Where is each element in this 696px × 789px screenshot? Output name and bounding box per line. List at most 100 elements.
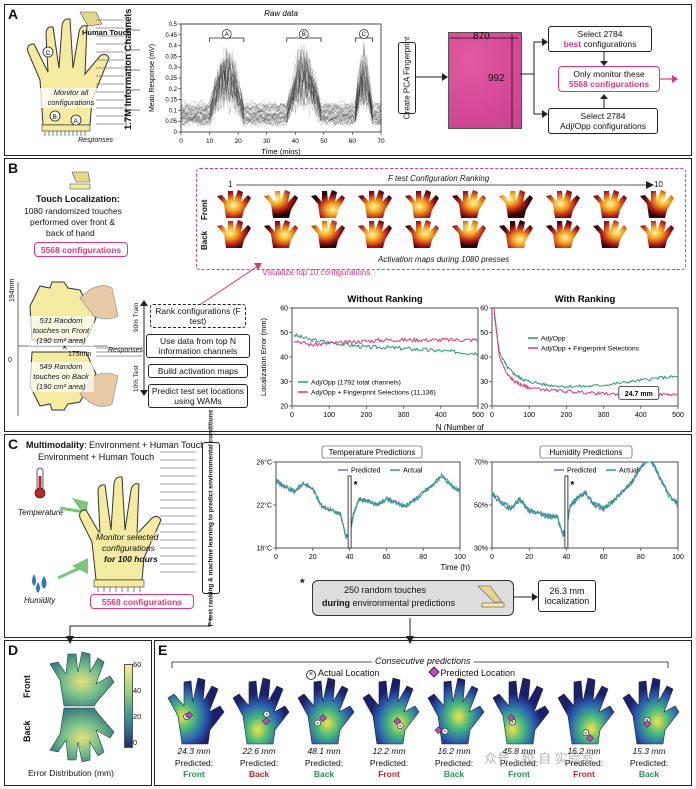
- hand-silhouette: [297, 677, 355, 745]
- panel-e: [154, 640, 692, 786]
- actual-location-cross: ×: [444, 729, 447, 735]
- raw-trace-40: [180, 53, 382, 117]
- panel-b-label: B: [8, 160, 19, 176]
- panel-c: [4, 434, 692, 638]
- rank-title: With Ranking: [555, 294, 616, 305]
- humidity-chart: 0 20 40 60 80 100 30% 50% 70% Humidity Prediction…: [474, 445, 684, 561]
- error-distribution-caption: Error Distribution (mm): [28, 768, 114, 778]
- hum-title: Humidity Predictions: [550, 448, 623, 457]
- visualize-label: Visualize top 10 configurations: [262, 268, 371, 277]
- raw-trace-43: [180, 58, 382, 126]
- noRank-ytick-label-0: 20: [280, 404, 288, 411]
- activation-back-9: [593, 220, 627, 248]
- prediction-error: 45.8 mm: [502, 746, 536, 756]
- humidity-icon: [32, 574, 47, 593]
- raw-trace-33: [180, 57, 382, 112]
- raw-trace-39: [180, 54, 382, 119]
- legend-predicted: Predicted Location: [428, 666, 515, 678]
- d-front-label: Front: [22, 675, 32, 698]
- panel-b: [4, 158, 692, 432]
- front-touch-label: 531 Random touches on Front (190 cm² are…: [28, 316, 94, 346]
- temp-xtick-label-60: 60: [383, 554, 391, 561]
- select-adj-line1: Select 2784: [580, 111, 626, 121]
- raw-trace-26: [180, 58, 382, 127]
- ml-label-text: F test ranking & machine learning to pre…: [207, 409, 215, 627]
- hum-xtick-label-80: 80: [637, 554, 645, 561]
- colorbar-tick-60: 60: [133, 660, 142, 669]
- raw-trace-29: [180, 59, 382, 119]
- prediction-side: Front: [573, 769, 595, 779]
- temp-xtick-label-80: 80: [419, 554, 427, 561]
- prediction-side: Front: [183, 769, 205, 779]
- touches-rest: environmental predictions: [350, 598, 456, 608]
- hum-ytick-label-0: 30%: [474, 546, 488, 553]
- raw-trace-31: [180, 44, 382, 112]
- actual-location-marker: ×: [263, 710, 271, 718]
- raw-ytick-label-0.45: 0.45: [165, 33, 177, 39]
- actual-location-circle: [441, 727, 449, 735]
- activation-map-6: [452, 190, 486, 248]
- rank-ytick-label-2: 40: [480, 355, 488, 362]
- with-ranking-chart: With Ranking 0 100 200 300 400 500 20 30 40 50 60 Ad…: [480, 294, 684, 419]
- raw-trace-11: [180, 57, 382, 113]
- prediction-label: Predicted:: [629, 758, 669, 768]
- activation-front-1: [217, 190, 251, 218]
- prediction-hand-map: ×: [622, 677, 680, 745]
- touch-star: *: [300, 576, 305, 590]
- configs-badge-c: 5568 configurations: [90, 594, 194, 609]
- raw-marker-label-2: C: [362, 32, 367, 38]
- activation-front-7: [499, 190, 533, 218]
- prediction-error: 48.1 mm: [307, 746, 341, 756]
- actual-location-marker: ×: [582, 729, 590, 737]
- prediction-item: × 24.3 mm Predicted: Front: [162, 676, 226, 784]
- select-best-keyword: best: [563, 39, 582, 49]
- rank-ytick-label-1: 30: [480, 379, 488, 386]
- raw-marker-label-1: B: [302, 32, 306, 38]
- hum-xtick-label-100: 100: [672, 554, 684, 561]
- rank-legend-label-1: Adj/Opp + Fingerprint Selections: [541, 346, 640, 353]
- activation-map-10: [640, 190, 674, 248]
- temp-ytick-label-2: 26°C: [256, 459, 272, 467]
- activation-back-label: Back: [200, 230, 209, 250]
- touch-icon-b: [69, 171, 91, 190]
- raw-trace-25: [180, 67, 382, 127]
- temp-star: *: [354, 480, 358, 491]
- monitor-selected-1: Monitor selected: [96, 532, 159, 542]
- raw-trace-36: [180, 64, 382, 120]
- activation-map-8: [546, 190, 580, 248]
- svg-text:B: B: [53, 114, 57, 121]
- result-label: localization: [544, 596, 590, 606]
- svg-text:A: A: [74, 118, 79, 125]
- activation-back-2: [264, 220, 298, 248]
- hand-silhouette: [557, 677, 615, 745]
- raw-plot-area: [180, 23, 382, 133]
- responses-b-label: Responses: [108, 347, 144, 354]
- actual-location-cross: ×: [316, 721, 319, 727]
- touch-desc-3: back of hand: [46, 228, 95, 238]
- prediction-item: × 22.6 mm Predicted: Back: [227, 676, 291, 784]
- noRank-series-0: [293, 332, 479, 356]
- hand-silhouette: [427, 677, 485, 745]
- step-rank-box: Rank configurations (F test): [150, 304, 246, 328]
- predicted-location-marker: [185, 711, 194, 719]
- touch-desc-1: 1080 randomized touches: [24, 206, 122, 216]
- error-distribution-map: [49, 651, 115, 762]
- hum-xtick-label-40: 40: [563, 554, 571, 561]
- touches-line2: during environmental predictions: [322, 598, 455, 608]
- raw-trace-28: [180, 41, 382, 115]
- actual-location-cross: ×: [265, 712, 268, 718]
- step-build-maps-box: Build activation maps: [148, 364, 248, 378]
- predicted-location-marker: [507, 714, 516, 722]
- noRank-legend-label-0: Adj/Opp (1792 total channels): [311, 380, 401, 387]
- raw-trace-22: [180, 61, 382, 126]
- prediction-label: Predicted:: [239, 758, 279, 768]
- svg-text:×: ×: [62, 342, 67, 352]
- prediction-side: Back: [638, 769, 660, 779]
- temp-legend-label-0: Predicted: [351, 468, 381, 475]
- select-best-box: Select 2784 best configurations: [548, 26, 652, 52]
- noRank-ytick-label-1: 30: [280, 379, 288, 386]
- selection-arrows: [520, 38, 548, 118]
- temp-title: Temperature Predictions: [329, 448, 416, 457]
- back-touch-label: 549 Random touches on Back (190 cm² area…: [28, 362, 94, 392]
